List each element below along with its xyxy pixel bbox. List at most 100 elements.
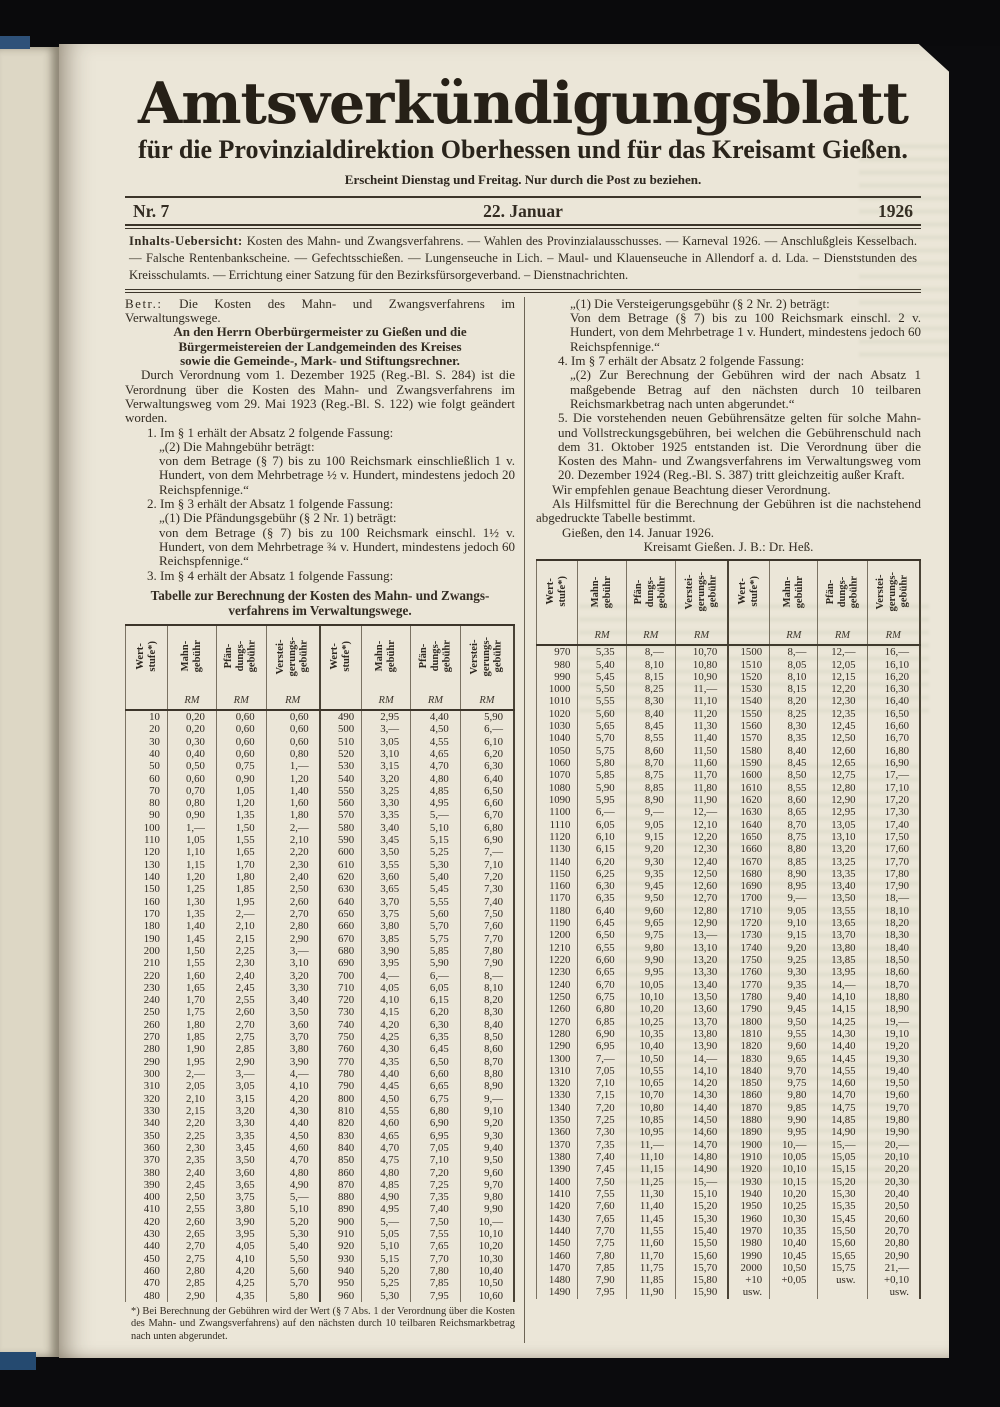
item-4a: „(2) Zur Berechnung der Gebühren wird de…	[570, 367, 921, 411]
left-column: Betr.: Die Kosten des Mahn- und Zwangsve…	[125, 295, 525, 1343]
table-row: 1030 5,65 8,45 11,30 1560 8,30 12,45 16,60	[537, 720, 920, 733]
column-header: Verstei- gerungs- gebühr	[459, 623, 514, 692]
unit-label: RM	[265, 691, 320, 711]
table-row: 970 5,35 8,— 10,70 1500 8,— 12,— 16,—	[537, 645, 920, 659]
table-row: 1230 6,65 9,95 13,30 1760 9,30 13,95 18,60	[537, 966, 920, 979]
issue-year: 1926	[877, 201, 913, 222]
unit-label: RM	[215, 691, 267, 711]
page-title: Amtsverkündigungsblatt	[137, 70, 909, 137]
item-1b: von dem Betrage (§ 7) bis zu 100 Reichsm…	[159, 453, 515, 497]
table-footnote: *) Bei Berechnung der Gebühren wird der …	[131, 1305, 515, 1342]
table-row: 990 5,45 8,15 10,90 1520 8,10 12,15 16,20	[537, 670, 920, 684]
table-row: 70 0,70 1,05 1,40 550 3,25 4,85 6,50	[126, 784, 514, 798]
item-1: 1. Im § 1 erhält der Absatz 2 folgende F…	[147, 424, 394, 440]
closing-2: Als Hilfsmittel für die Berechnung der G…	[536, 496, 921, 526]
table-row: 220 1,60 2,40 3,20 700 4,— 6,— 8,—	[126, 969, 514, 982]
column-header: Verstei- gerungs- gebühr	[866, 559, 920, 628]
table-row: 230 1,65 2,45 3,30 710 4,05 6,05 8,10	[126, 981, 514, 995]
fee-table-page2: Wert- stufe*) Mahn- gebühr Pfän- dungs- ge…	[536, 559, 921, 1299]
table-row: 1430 7,65 11,45 15,30 1960 10,30 15,45 20,60	[537, 1212, 920, 1225]
table-row: 1010 5,55 8,30 11,10 1540 8,20 12,30 16,40	[537, 695, 920, 708]
publication-note: Erscheint Dienstag und Freitag. Nur durc…	[344, 172, 702, 188]
table-row: 1090 5,95 8,90 11,90 1620 8,60 12,90 17,20	[537, 793, 920, 807]
binding-tab-top	[0, 36, 30, 49]
table-row: 1440 7,70 11,55 15,40 1970 10,35 15,50 20,70	[537, 1224, 920, 1238]
unit-label	[318, 691, 362, 711]
table-row: 1220 6,60 9,90 13,20 1750 9,25 13,85 18,50	[537, 954, 920, 967]
rule	[125, 196, 921, 199]
table-row: 1340 7,20 10,80 14,40 1870 9,85 14,75 19,70	[537, 1101, 920, 1115]
signature: Kreisamt Gießen. J. B.: Dr. Heß.	[643, 538, 814, 554]
table-row: 210 1,55 2,30 3,10 690 3,95 5,90 7,90	[126, 957, 514, 970]
column-header: Wert- stufe*)	[318, 623, 362, 692]
table-row: 1360 7,30 10,95 14,60 1890 9,95 14,90 19,90	[537, 1126, 920, 1139]
betreff: Betr.: Die Kosten des Mahn- und Zwangsve…	[125, 295, 516, 326]
item-2b: von dem Betrage (§ 7) bis zu 100 Reichsm…	[159, 524, 515, 569]
column-header: Pfän- dungs- gebühr	[817, 559, 868, 628]
table-row: 30 0,30 0,60 0,60 510 3,05 4,55 6,10	[126, 735, 514, 748]
right-column: „(1) Die Versteigerungsgebühr (§ 2 Nr. 2…	[525, 296, 921, 1299]
table-row: 1020 5,60 8,40 11,20 1550 8,25 12,35 16,50	[537, 707, 920, 721]
issue-number: Nr. 7	[133, 201, 170, 222]
item-3: 3. Im § 4 erhält der Absatz 1 folgende F…	[147, 567, 394, 583]
table-row: 1490 7,95 11,90 15,90 usw. usw.	[537, 1286, 920, 1299]
table-row: 1070 5,85 8,75 11,70 1600 8,50 12,75 17,—	[537, 769, 920, 782]
table-row: 1330 7,15 10,70 14,30 1860 9,80 14,70 19,60	[537, 1089, 920, 1102]
item-5: 5. Die vorstehenden neuen Gebührensätze …	[558, 410, 921, 483]
table-row: 1310 7,05 10,55 14,10 1840 9,70 14,55 19,40	[537, 1064, 920, 1078]
table-row: 1290 6,95 10,40 13,90 1820 9,60 14,40 19,20	[537, 1040, 920, 1053]
table-row: 290 1,95 2,90 3,90 770 4,35 6,50 8,70	[126, 1055, 514, 1069]
table-row: 310 2,05 3,05 4,10 790 4,45 6,65 8,90	[126, 1080, 514, 1093]
betreff-label: Betr.:	[125, 295, 163, 311]
table-row: 1450 7,75 11,60 15,50 1980 10,40 15,60 20,80	[537, 1237, 920, 1250]
table-row: 1110 6,05 9,05 12,10 1640 8,70 13,05 17,40	[537, 818, 920, 831]
contents-overview: Inhalts-Uebersicht: Kosten des Mahn- und…	[125, 229, 921, 289]
table-row: 350 2,25 3,35 4,50 830 4,65 6,95 9,30	[126, 1129, 514, 1142]
unit-label	[727, 627, 770, 647]
unit-label: RM	[577, 627, 627, 647]
table-row: 190 1,45 2,15 2,90 670 3,85 5,75 7,70	[126, 932, 514, 945]
table-row: 430 2,65 3,95 5,30 910 5,05 7,55 10,10	[126, 1228, 514, 1241]
table-row: 1180 6,40 9,60 12,80 1710 9,05 13,55 18,10	[537, 904, 920, 918]
unit-label: RM	[625, 627, 676, 647]
table-row: 360 2,30 3,45 4,60 840 4,70 7,05 9,40	[126, 1141, 514, 1155]
table-row: 10 0,20 0,60 0,60 490 2,95 4,40 5,90	[126, 709, 514, 724]
table-row: 420 2,60 3,90 5,20 900 5,— 7,50 10,—	[126, 1215, 514, 1229]
unit-label: RM	[166, 691, 217, 711]
table-row: 240 1,70 2,55 3,40 720 4,10 6,15 8,20	[126, 994, 514, 1007]
table-row: 1410 7,55 11,30 15,10 1940 10,20 15,30 20,40	[537, 1187, 920, 1201]
item-2a: „(1) Die Pfändungsgebühr (§ 2 Nr. 1) bet…	[159, 510, 397, 526]
column-header: Mahn- gebühr	[577, 559, 627, 628]
issue-date: 22. Januar	[483, 201, 563, 222]
table-row: 260 1,80 2,70 3,60 740 4,20 6,30 8,40	[126, 1018, 514, 1032]
table-row: 980 5,40 8,10 10,80 1510 8,05 12,05 16,10	[537, 658, 920, 671]
table-row: 1350 7,25 10,85 14,50 1880 9,90 14,85 19,80	[537, 1114, 920, 1127]
fee-table-page1: Wert- stufe*) Mahn- gebühr Pfän- dungs- ge…	[125, 623, 515, 1302]
table-row: 100 1,— 1,50 2,— 580 3,40 5,10 6,80	[126, 821, 514, 835]
issue-line: Nr. 7 22. Januar 1926	[125, 198, 921, 224]
table-row: 1420 7,60 11,40 15,20 1950 10,25 15,35 20,50	[537, 1200, 920, 1213]
table-row: 380 2,40 3,60 4,80 860 4,80 7,20 9,60	[126, 1166, 514, 1179]
unit-label: RM	[769, 627, 818, 647]
table-row: 1320 7,10 10,65 14,20 1850 9,75 14,60 19,50	[537, 1077, 920, 1090]
item-2: 2. Im § 3 erhält der Absatz 1 folgende F…	[147, 496, 394, 512]
table-row: 370 2,35 3,50 4,70 850 4,75 7,10 9,50	[126, 1154, 514, 1167]
table-row: 460 2,80 4,20 5,60 940 5,20 7,80 10,40	[126, 1265, 514, 1278]
table-row: 150 1,25 1,85 2,50 630 3,65 5,45 7,30	[126, 883, 514, 896]
unit-label: RM	[459, 691, 514, 711]
binding-tab-bottom	[0, 1352, 36, 1370]
item-1a: „(2) Die Mahngebühr beträgt:	[159, 438, 315, 454]
table-row: 200 1,50 2,25 3,— 680 3,90 5,85 7,80	[126, 944, 514, 958]
column-header: Wert- stufe*)	[125, 623, 168, 692]
gazette-page: Amtsverkündigungsblatt für die Provinzia…	[59, 44, 949, 1358]
unit-label: RM	[674, 627, 729, 647]
place-date: Gießen, den 14. Januar 1926.	[562, 524, 714, 540]
column-header: Verstei- gerungs- gebühr	[265, 623, 320, 692]
table-row: 40 0,40 0,60 0,80 520 3,10 4,65 6,20	[126, 747, 514, 761]
table-row: 90 0,90 1,35 1,80 570 3,35 5,— 6,70	[126, 809, 514, 822]
table-row: 410 2,55 3,80 5,10 890 4,95 7,40 9,90	[126, 1203, 514, 1216]
table-row: 1000 5,50 8,25 11,— 1530 8,15 12,20 16,30	[537, 683, 920, 696]
table-row: 1280 6,90 10,35 13,80 1810 9,55 14,30 19,10	[537, 1027, 920, 1041]
table-row: 1240 6,70 10,05 13,40 1770 9,35 14,— 18,70	[537, 978, 920, 991]
